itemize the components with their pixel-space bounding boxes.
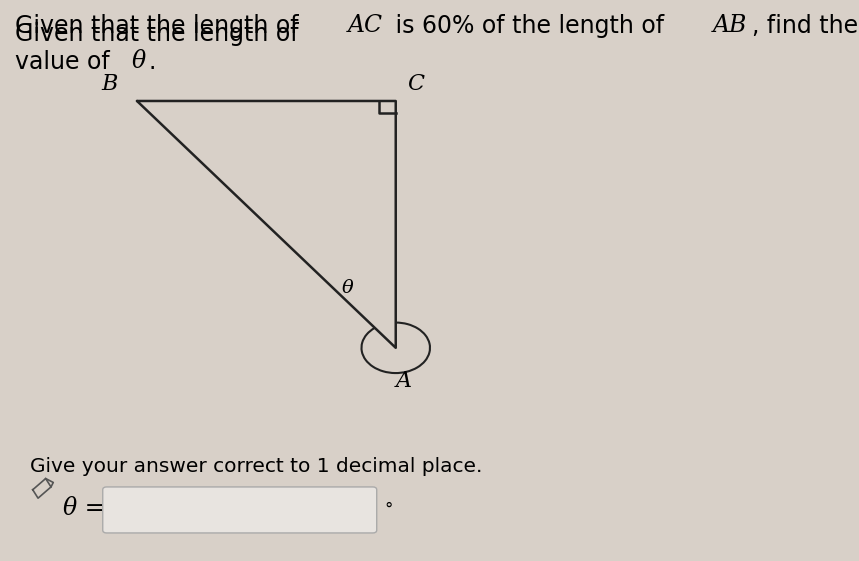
Text: A: A <box>395 370 411 392</box>
Text: Given that the length of: Given that the length of <box>15 22 307 47</box>
Text: θ =: θ = <box>64 498 105 520</box>
Text: Give your answer correct to 1 decimal place.: Give your answer correct to 1 decimal pl… <box>30 457 483 476</box>
Text: θ: θ <box>132 50 146 73</box>
Text: .: . <box>149 50 155 75</box>
Text: , find the: , find the <box>752 14 858 38</box>
Text: θ: θ <box>342 279 354 297</box>
Text: AC: AC <box>348 14 383 37</box>
Text: C: C <box>407 73 424 95</box>
Text: Given that the length of: Given that the length of <box>15 14 307 38</box>
Text: is 60% of the length of: is 60% of the length of <box>388 14 672 38</box>
Text: AB: AB <box>712 14 746 37</box>
FancyBboxPatch shape <box>103 487 377 533</box>
Text: value of: value of <box>15 50 118 75</box>
Text: °: ° <box>384 501 393 519</box>
Text: B: B <box>101 73 118 95</box>
